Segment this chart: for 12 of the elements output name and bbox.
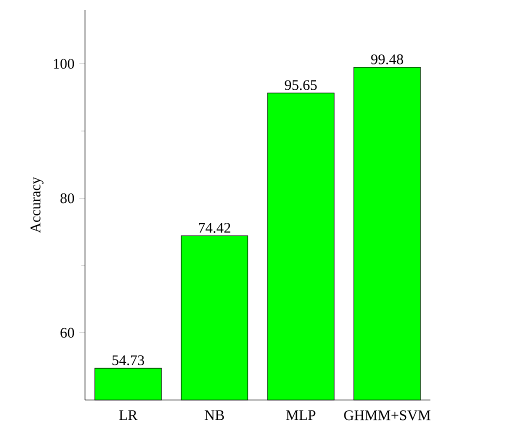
data-label: 95.65 <box>284 80 317 90</box>
data-label: 54.73 <box>112 355 144 366</box>
x-tick-label: GHMM+SVM <box>344 410 430 420</box>
y-tick-label: 60 <box>60 328 74 338</box>
data-label: 99.48 <box>371 54 404 64</box>
y-tick-label: 100 <box>54 58 74 69</box>
data-label: 74.42 <box>198 222 230 233</box>
x-tick-label: LR <box>119 410 138 420</box>
y-tick-label: 80 <box>60 193 74 204</box>
x-tick-label: MLP <box>286 410 316 420</box>
x-tick-label: NB <box>204 410 224 420</box>
y-axis-title: Accuracy <box>30 176 44 233</box>
